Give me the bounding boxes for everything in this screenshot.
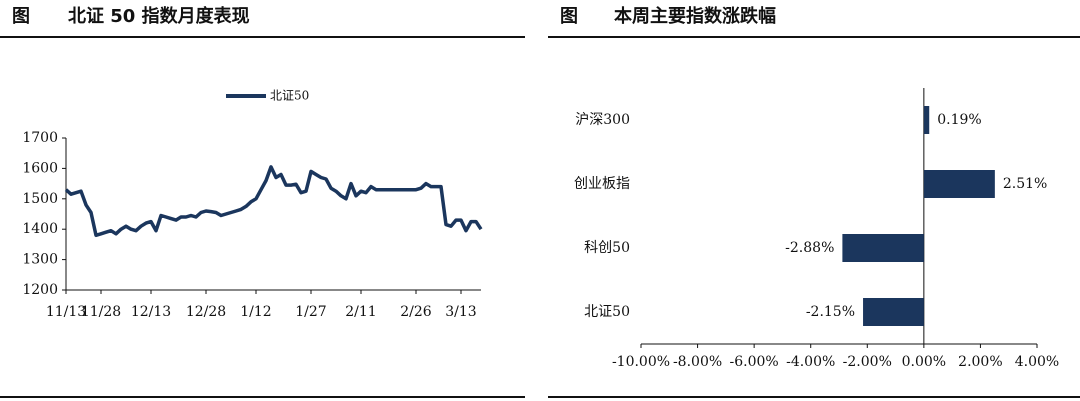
value-label: 2.51% (1003, 176, 1047, 192)
bar (842, 234, 924, 262)
x-tick-label: 2.00% (958, 354, 1002, 370)
y-tick-label: 1700 (22, 130, 58, 146)
bar (863, 298, 924, 326)
x-tick-label: 3/13 (445, 304, 476, 320)
chart-title: 本周主要指数涨跌幅 (614, 5, 776, 27)
x-tick-label: 12/13 (131, 304, 171, 320)
x-tick-label: -10.00% (612, 354, 670, 370)
chart-title: 北证 50 指数月度表现 (68, 5, 250, 27)
y-tick-label: 创业板指 (574, 176, 630, 192)
x-tick-label: 11/28 (81, 304, 121, 320)
bar (923, 170, 995, 198)
value-label: -2.15% (806, 304, 855, 320)
x-tick-label: 2/26 (400, 304, 432, 320)
y-tick-label: 1600 (22, 160, 58, 176)
series-line (64, 165, 483, 238)
legend-label: 北证50 (270, 89, 309, 103)
value-label: 0.19% (937, 112, 981, 128)
y-tick-label: 1400 (22, 221, 58, 237)
bar (923, 106, 930, 134)
x-tick-label: -2.00% (843, 354, 892, 370)
y-tick-label: 1500 (22, 191, 58, 207)
x-tick-label: -6.00% (730, 354, 779, 370)
x-tick-label: 2/11 (345, 304, 376, 320)
x-tick-label: 1/27 (295, 304, 326, 320)
y-tick-label: 1300 (22, 252, 58, 268)
y-tick-label: 北证50 (584, 304, 630, 320)
x-tick-label: -8.00% (673, 354, 722, 370)
x-tick-label: 11/13 (46, 304, 86, 320)
x-tick-label: -4.00% (786, 354, 835, 370)
value-label: -2.88% (785, 240, 834, 256)
x-tick-label: 1/12 (240, 304, 271, 320)
y-tick-label: 科创50 (584, 240, 630, 256)
x-tick-label: 4.00% (1015, 354, 1059, 370)
y-tick-label: 沪深300 (575, 112, 630, 128)
x-tick-label: 0.00% (902, 354, 946, 370)
x-tick-label: 12/28 (186, 304, 226, 320)
figure-label: 图 (560, 6, 578, 27)
y-tick-label: 1200 (22, 282, 58, 298)
figure-label: 图 (12, 6, 30, 27)
